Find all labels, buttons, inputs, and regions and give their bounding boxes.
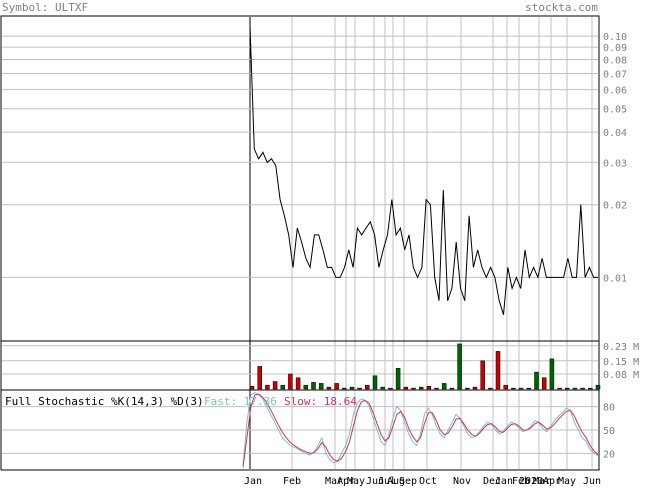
month-label: Feb — [283, 476, 301, 486]
volume-bar — [249, 385, 255, 390]
stochastic-title: Full Stochastic %K(14,3) %D(3) — [5, 395, 204, 408]
month-label: Apr — [543, 476, 561, 486]
volume-bar — [349, 386, 355, 390]
volume-bar — [334, 383, 339, 390]
volume-bar — [503, 384, 508, 390]
symbol-label: Symbol: ULTXF — [2, 1, 88, 14]
month-label: Feb — [512, 476, 530, 486]
month-label: Jun — [583, 476, 601, 486]
volume-tick-label: 0.08 M — [603, 370, 639, 381]
volume-bar — [488, 387, 493, 390]
volume-bar — [272, 381, 278, 390]
volume-bar — [303, 384, 309, 390]
volume-bar — [534, 371, 539, 390]
month-label: Jan 2020 — [495, 476, 543, 486]
month-label: Apr — [337, 476, 355, 486]
month-label: Sep — [399, 476, 417, 486]
volume-bar — [257, 366, 262, 390]
volume-bar — [441, 383, 447, 390]
volume-bar — [403, 386, 409, 390]
month-label: Oct — [419, 476, 437, 486]
volume-bar — [357, 387, 362, 390]
fast-label: Fast: 17.36 — [204, 395, 277, 408]
volume-bar — [518, 387, 524, 390]
volume-bar — [541, 377, 547, 390]
volume-tick-label: 0.15 M — [603, 357, 639, 368]
month-label: Aug — [387, 476, 405, 486]
slow-label: Slow: 18.64 — [284, 395, 357, 408]
month-label: May — [347, 476, 365, 486]
price-tick-label: 0.07 — [603, 69, 627, 80]
slow-line — [242, 393, 599, 468]
volume-bar — [564, 387, 570, 390]
price-tick-label: 0.05 — [603, 105, 627, 116]
price-tick-label: 0.03 — [603, 158, 627, 169]
volume-bar — [557, 387, 562, 390]
price-tick-label: 0.10 — [603, 32, 627, 43]
volume-bar — [465, 387, 470, 390]
price-line — [249, 26, 598, 315]
stochastic-tick-label: 50 — [603, 426, 615, 437]
volume-bar — [418, 386, 424, 390]
volume-bar — [457, 343, 462, 390]
volume-bar — [318, 383, 324, 390]
volume-bar — [595, 384, 601, 390]
month-label: Jul — [378, 476, 396, 486]
volume-bars — [249, 343, 601, 390]
month-label: May — [558, 476, 576, 486]
month-label: Mar — [325, 476, 343, 486]
volume-bar — [480, 360, 485, 390]
stochastic-panel-frame — [0, 389, 600, 471]
price-tick-label: 0.06 — [603, 86, 627, 97]
price-tick-label: 0.09 — [603, 43, 627, 54]
price-tick-label: 0.01 — [603, 273, 627, 284]
volume-bar — [572, 387, 578, 390]
volume-bar — [342, 387, 347, 390]
month-label: Mar — [533, 476, 551, 486]
price-tick-label: 0.02 — [603, 201, 627, 212]
month-label: Dec — [483, 476, 501, 486]
month-label: Jan — [244, 476, 262, 486]
volume-bar — [388, 387, 393, 390]
volume-bar — [295, 377, 301, 390]
volume-tick-label: 0.23 M — [603, 342, 639, 353]
stochastic-tick-label: 80 — [603, 403, 615, 414]
volume-bar — [549, 358, 555, 390]
volume-bar — [426, 385, 432, 390]
volume-bar — [365, 384, 370, 390]
month-label: Nov — [453, 476, 471, 486]
volume-bar — [326, 386, 332, 390]
price-panel-frame — [0, 15, 600, 342]
volume-bar — [380, 386, 385, 390]
price-tick-label: 0.08 — [603, 55, 627, 66]
stochastic-series — [242, 392, 599, 468]
volume-bar — [395, 368, 401, 390]
volume-bar — [526, 387, 532, 390]
volume-bar — [311, 382, 316, 390]
volume-bar — [280, 384, 286, 390]
volume-bar — [511, 387, 516, 390]
volume-bar — [588, 387, 593, 390]
site-label[interactable]: stockta.com — [525, 1, 598, 14]
volume-bar — [449, 387, 455, 390]
stochastic-tick-label: 20 — [603, 449, 615, 460]
volume-bar — [580, 387, 585, 390]
volume-bar — [495, 351, 501, 390]
volume-bar — [372, 375, 378, 390]
volume-bar — [265, 384, 270, 390]
volume-axis-ticks: 0.23 M 0.15 M 0.08 M — [2, 342, 639, 381]
volume-bar — [472, 386, 478, 390]
grid-lines — [249, 17, 593, 469]
month-label: Jun — [366, 476, 384, 486]
price-axis-ticks: 0.100.090.08 0.07 0.06 0.05 0.04 0.03 0.02 0.01 — [2, 32, 627, 284]
volume-bar — [288, 373, 293, 390]
price-series — [249, 26, 598, 315]
volume-bar — [434, 387, 439, 390]
price-tick-label: 0.04 — [603, 128, 627, 139]
volume-bar — [411, 387, 416, 390]
